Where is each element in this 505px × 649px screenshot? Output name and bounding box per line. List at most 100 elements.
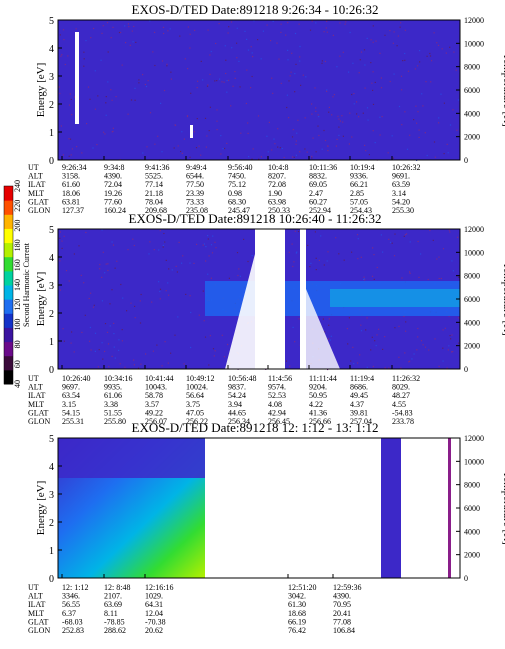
data-gap: [300, 229, 306, 369]
data-speck: [327, 145, 329, 147]
data-strip: [448, 438, 451, 578]
data-speck: [358, 72, 360, 74]
data-speck: [351, 93, 353, 96]
data-speck: [440, 93, 442, 95]
data-speck: [140, 363, 142, 365]
data-speck: [187, 26, 189, 28]
data-speck: [396, 45, 398, 47]
data-speck: [364, 144, 366, 146]
data-speck: [292, 326, 294, 328]
data-speck: [107, 343, 110, 345]
data-speck: [212, 348, 215, 350]
data-speck: [417, 65, 419, 67]
data-speck: [251, 52, 253, 54]
data-speck: [393, 31, 395, 33]
data-speck: [291, 243, 293, 245]
colorbar-swatch: [4, 200, 13, 215]
data-speck: [61, 247, 63, 249]
cell-glat: -68.03: [62, 617, 83, 626]
data-speck: [281, 147, 283, 150]
data-speck: [321, 60, 323, 62]
data-speck: [345, 21, 347, 23]
data-speck: [238, 60, 240, 62]
data-speck: [391, 242, 393, 244]
data-speck: [190, 311, 192, 314]
data-speck: [409, 360, 411, 362]
data-speck: [457, 236, 459, 238]
data-speck: [109, 325, 111, 327]
data-speck: [322, 318, 324, 320]
colorbar-swatch: [4, 341, 13, 357]
data-speck: [118, 349, 120, 351]
data-speck: [287, 49, 289, 51]
data-speck: [387, 152, 389, 154]
cell-glon: 76.42: [288, 626, 306, 635]
data-speck: [133, 25, 135, 28]
data-speck: [137, 367, 140, 369]
cell-glon: 235.08: [186, 206, 208, 215]
data-speck: [168, 268, 170, 270]
data-speck: [295, 143, 297, 145]
data-speck: [194, 29, 196, 31]
data-speck: [353, 363, 355, 365]
panel-title: EXOS-D/TED Date:891218 9:26:34 - 10:26:3…: [132, 2, 379, 17]
cell-mlt: 8.11: [104, 609, 118, 618]
data-speck: [294, 32, 297, 35]
data-speck: [389, 80, 391, 83]
data-speck: [375, 40, 377, 42]
cell-ilat: 48.27: [392, 391, 410, 400]
data-speck: [239, 86, 241, 88]
data-speck: [350, 360, 352, 362]
data-speck: [267, 151, 269, 153]
data-speck: [294, 73, 296, 75]
data-speck: [371, 82, 373, 84]
data-speck: [183, 363, 185, 365]
data-speck: [389, 241, 392, 243]
data-speck: [174, 124, 176, 126]
data-speck: [189, 47, 191, 49]
data-speck: [299, 56, 301, 58]
data-speck: [209, 73, 211, 75]
cell-glat: 63.81: [62, 197, 80, 206]
data-speck: [404, 352, 406, 354]
data-speck: [277, 146, 279, 148]
data-speck: [424, 132, 426, 134]
data-speck: [111, 289, 113, 291]
data-speck: [94, 332, 97, 334]
data-speck: [338, 126, 340, 128]
energy-flux-top: [58, 438, 205, 478]
data-speck: [245, 102, 247, 105]
data-speck: [167, 30, 169, 32]
cell-ilat: 77.14: [145, 180, 163, 189]
data-speck: [120, 31, 122, 34]
data-speck: [71, 331, 73, 333]
data-speck: [403, 235, 405, 237]
data-speck: [221, 81, 223, 83]
cell-mlt: 4.55: [392, 400, 406, 409]
data-speck: [404, 234, 406, 236]
cell-glat: 39.81: [350, 408, 368, 417]
cell-glat: 42.94: [268, 408, 286, 417]
cell-alt: 8207.: [268, 172, 286, 181]
colorbar-tick-label: 80: [13, 340, 22, 348]
cell-mlt: 3.38: [104, 400, 118, 409]
data-speck: [290, 71, 292, 73]
data-speck: [339, 22, 341, 24]
data-speck: [388, 238, 390, 240]
data-speck: [293, 156, 295, 158]
data-speck: [409, 241, 411, 243]
data-speck: [379, 134, 381, 136]
data-speck: [449, 231, 451, 233]
data-speck: [118, 339, 120, 341]
row-label-ilat: ILAT: [28, 391, 45, 400]
data-speck: [416, 122, 418, 124]
data-speck: [312, 137, 314, 139]
cell-mlt: 2.85: [350, 189, 364, 198]
data-speck: [62, 154, 64, 156]
data-speck: [351, 251, 353, 253]
data-speck: [337, 115, 339, 117]
plot-background: [58, 20, 460, 160]
data-speck: [342, 51, 344, 53]
cell-glat: 54.15: [62, 408, 80, 417]
data-speck: [294, 91, 296, 93]
